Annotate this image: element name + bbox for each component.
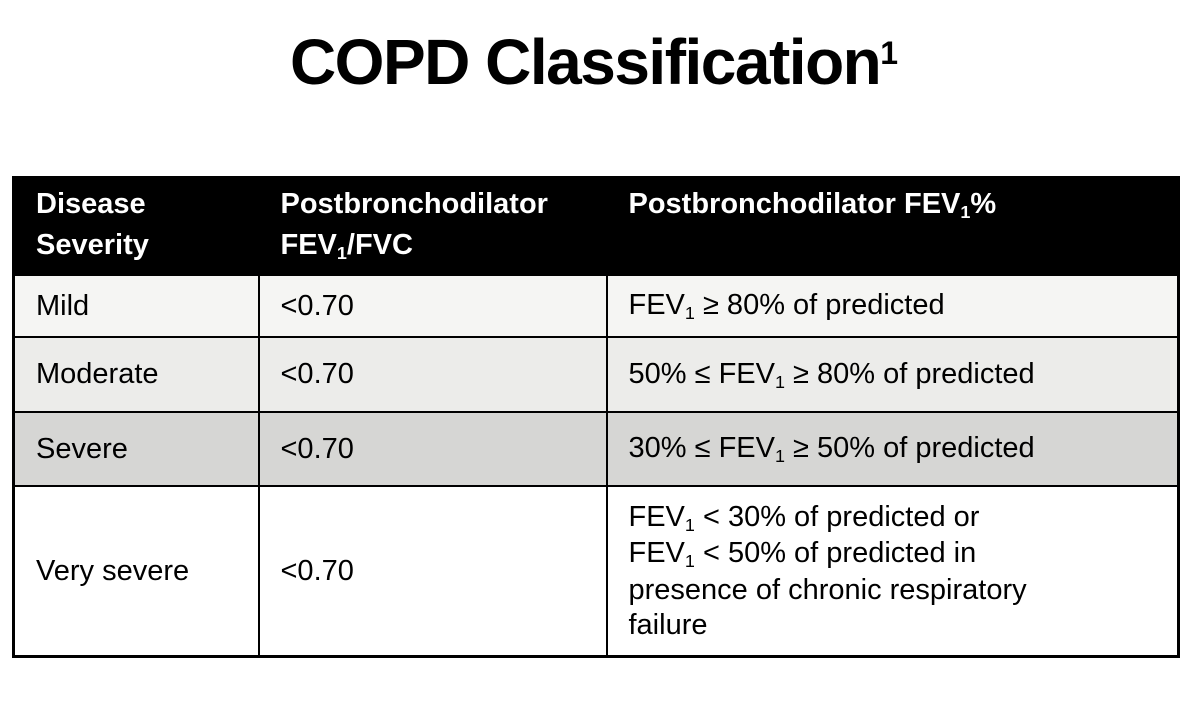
table-header-row: Disease Severity Postbronchodilator FEV1/F… [12, 176, 1180, 277]
cell-fev1-pct: FEV1 < 30% of predicted or FEV1 < 50% of … [605, 485, 1180, 658]
cell-fev1-fvc: <0.70 [257, 411, 608, 488]
table-row-severe: Severe <0.70 30% ≤ FEV1 ≥ 50% of predict… [12, 411, 1180, 488]
cell-severity: Severe [12, 411, 260, 488]
page-title: COPD Classification1 [289, 26, 899, 98]
table-row-very-severe: Very severe <0.70 FEV1 < 30% of predicte… [12, 485, 1180, 658]
cell-severity: Moderate [12, 336, 260, 414]
header-postbronchodilator-fev1-fvc: Postbronchodilator FEV1/FVC [257, 176, 608, 277]
table-row-mild: Mild <0.70 FEV1 ≥ 80% of predicted [12, 274, 1180, 339]
header-disease-severity: Disease Severity [12, 176, 260, 277]
cell-severity: Very severe [12, 485, 260, 658]
slide-background: { "page": { "background": "#ffffff" }, "… [0, 26, 1188, 728]
cell-fev1-pct: 50% ≤ FEV1 ≥ 80% of predicted [605, 336, 1180, 414]
header-postbronchodilator-fev1-pct: Postbronchodilator FEV1% [605, 176, 1180, 277]
cell-fev1-fvc: <0.70 [257, 336, 608, 414]
cell-fev1-pct: 30% ≤ FEV1 ≥ 50% of predicted [605, 411, 1180, 488]
cell-fev1-pct: FEV1 ≥ 80% of predicted [605, 274, 1180, 339]
cell-severity: Mild [12, 274, 260, 339]
table-row-moderate: Moderate <0.70 50% ≤ FEV1 ≥ 80% of predi… [12, 336, 1180, 414]
copd-classification-table: Disease Severity Postbronchodilator FEV1/F… [12, 175, 1180, 658]
cell-fev1-fvc: <0.70 [257, 274, 608, 339]
cell-fev1-fvc: <0.70 [257, 485, 608, 658]
